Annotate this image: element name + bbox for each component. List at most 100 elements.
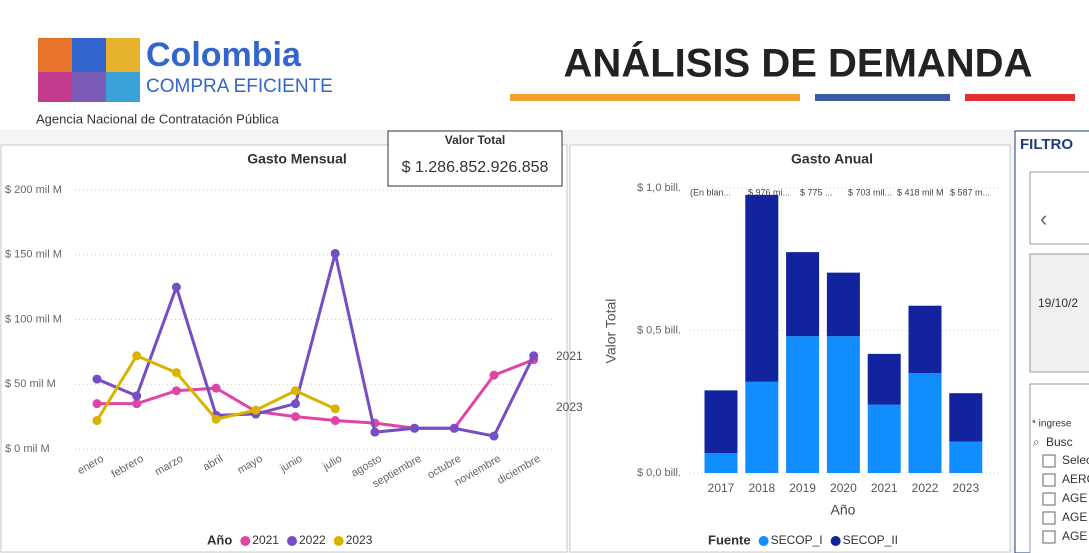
bar-segment [704,390,738,454]
total-label: (En blan... [690,187,731,197]
logo-icon [38,38,140,102]
data-point [291,386,300,396]
bar-segment [908,373,942,473]
bar-segment [745,194,779,382]
filter-item[interactable]: Selec [1062,453,1089,467]
series-end-label: 2021 [556,349,583,363]
bar-segment [949,393,983,442]
checkbox[interactable] [1042,473,1056,487]
y-tick-label: $ 0,0 bill. [637,467,681,479]
data-point [330,416,340,426]
y-tick-label: $ 100 mil M [5,313,62,325]
filter-prev[interactable]: ‹ [1040,206,1047,231]
data-point [171,386,181,396]
filter-search[interactable]: Busc [1046,435,1073,449]
bar-segment [949,441,983,473]
data-point [529,351,539,361]
series-line [96,253,536,438]
data-point [92,416,102,426]
legend-swatch [240,536,251,546]
bar-segment [867,353,901,405]
data-point [449,423,459,433]
x-axis-label: Año [831,502,856,518]
data-point [92,374,102,384]
data-point [370,427,380,437]
total-label: $ 775 ... [800,187,833,197]
x-tick-label: 2018 [748,481,775,495]
legend-label: 2022 [299,533,326,547]
list-box [1029,383,1089,553]
kpi-card [387,130,563,187]
chart-title: Gasto Mensual [247,151,347,167]
checkbox[interactable] [1042,530,1056,544]
filter-item[interactable]: AGE [1062,491,1087,505]
data-point [330,248,340,258]
legend-label: SECOP_II [843,533,898,547]
title-bar-orange [510,94,800,101]
data-point [291,399,300,409]
legend-title: Año [207,532,232,547]
y-tick-label: $ 200 mil M [5,184,62,196]
search-icon: ⌕ [1033,435,1040,449]
panel-monthly [0,144,568,553]
x-tick-label: 2019 [789,481,816,495]
header-bg [0,0,1089,130]
filter-item[interactable]: AERO [1062,472,1089,486]
total-label: $ 703 mil... [848,187,892,197]
data-point [92,399,102,409]
bar-segment [704,453,738,473]
title-bar-red [965,94,1075,101]
bar-segment [826,272,860,337]
page-title: ANÁLISIS DE DEMANDA [564,41,1033,86]
data-point [171,282,181,292]
x-tick-label: 2022 [912,481,939,495]
bar-segment [908,305,942,374]
legend-swatch [286,536,297,546]
agency: Agencia Nacional de Contratación Pública [36,111,280,126]
y-tick-label: $ 50 mil M [5,378,56,390]
bar-segment [745,381,779,473]
filter-hint: * ingrese [1032,419,1072,430]
legend-swatch [830,536,841,546]
checkbox[interactable] [1042,492,1056,506]
date-box [1029,253,1089,373]
filter-item[interactable]: AGE [1062,510,1087,524]
logo-name: Colombia [146,36,302,74]
checkbox[interactable] [1042,454,1056,468]
x-tick-label: 2023 [952,481,979,495]
x-tick-label: 2020 [830,481,857,495]
data-point [132,399,142,409]
legend-swatch [333,536,344,546]
y-tick-label: $ 1,0 bill. [637,182,681,194]
chart-title: Gasto Anual [791,151,873,167]
total-label: $ 418 mil M [897,187,944,197]
data-point [330,404,340,414]
bar-segment [786,336,820,473]
data-point [132,391,142,401]
data-point [132,351,142,361]
data-point [410,423,420,433]
legend-label: SECOP_I [771,533,823,547]
legend-title: Fuente [708,532,751,547]
legend-label: 2021 [252,533,279,547]
logo-sub: COMPRA EFICIENTE [146,76,333,97]
checkbox[interactable] [1042,511,1056,525]
data-point [211,414,221,424]
filter-panel: FILTRO ‹ 19/10/2 * ingrese ⌕ Busc [1014,130,1089,553]
y-tick-label: $ 150 mil M [5,249,62,261]
series-line [97,358,535,430]
data-point [489,370,499,380]
legend-swatch [758,536,769,546]
y-axis-label: Valor Total [603,299,619,364]
legend-label: 2023 [346,533,373,547]
filter-title: FILTRO [1020,136,1073,153]
filter-box[interactable] [1029,171,1089,245]
bar-segment [786,252,820,337]
x-tick-label: 2021 [871,481,898,495]
data-point [171,368,181,378]
filter-item[interactable]: AGE [1062,529,1087,543]
bar-segment [867,404,901,473]
x-tick-label: 2017 [708,481,735,495]
filter-date[interactable]: 19/10/2 [1038,296,1078,310]
